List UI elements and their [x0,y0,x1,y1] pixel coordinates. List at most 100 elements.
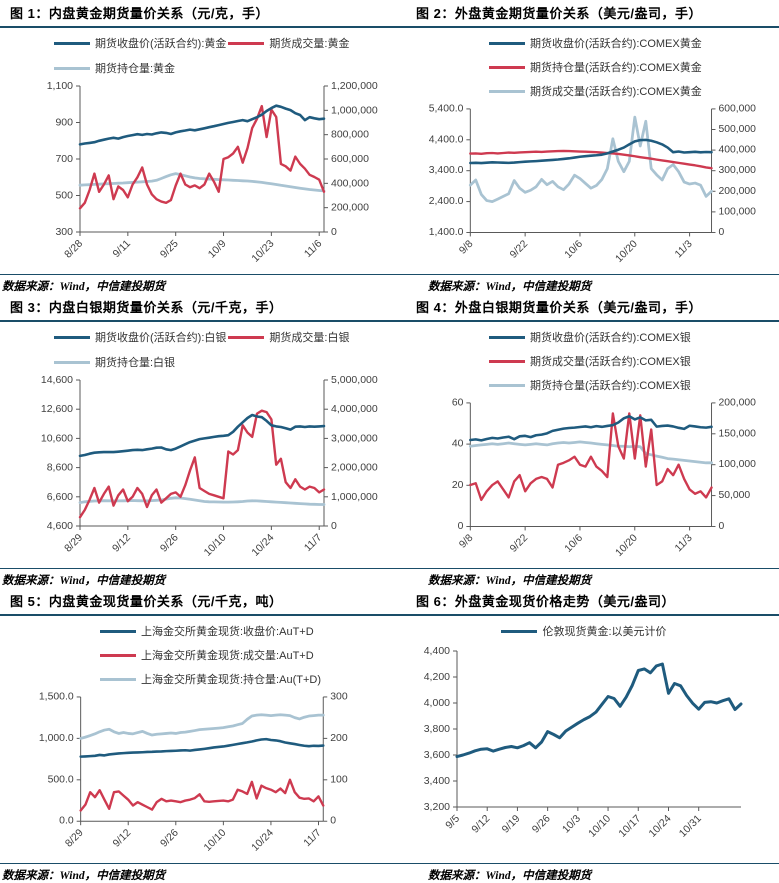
chart-legend: 期货收盘价(活跃合约):COMEX黄金 期货持仓量(活跃合约):COMEX黄金 期货… [489,35,779,99]
legend-item: 期货收盘价(活跃合约):COMEX银 [489,329,779,345]
axis-tick-label: 300,000 [718,165,756,176]
axis-tick-label: 0 [330,816,336,827]
axis-tick-label: 200,000 [718,186,756,197]
chart-canvas: 0.0 500.0 1,000.0 1,500.0 0 100 200 300 8/29 9/12… [38,691,348,853]
axis-tick-label: 700 [55,153,73,165]
axis-tick-label: 50,000 [718,490,750,501]
axis-tick-label: 5,000,000 [331,374,378,386]
title-rule [389,320,779,322]
x-axis-date-label: 9/8 [457,533,475,551]
axis-tick-label: 500 [55,190,73,202]
chart-panel-5: 图 5：内盘黄金现货量价关系（元/千克，吨） 上海金交所黄金现货:收盘价:AuT… [0,588,389,883]
x-axis-date-label: 9/11 [110,238,132,260]
x-axis-date-label: 9/26 [157,532,180,555]
chart-legend: 上海金交所黄金现货:收盘价:AuT+D 上海金交所黄金现货:成交量:AuT+D 上海… [100,623,389,687]
data-source: 数据来源：Wind，中信建投期货 [428,575,592,587]
x-axis-date-label: 10/24 [249,532,276,559]
axis-tick-label: 100 [330,774,348,785]
axis-tick-label: 40 [452,439,464,450]
series-line [455,662,743,759]
source-rule [0,568,389,569]
chart-zone: 上海金交所黄金现货:收盘价:AuT+D 上海金交所黄金现货:成交量:AuT+D 上海… [0,616,389,863]
x-axis-date-label: 9/12 [111,827,133,849]
legend-swatch-line [100,653,136,657]
title-rule [0,26,389,28]
x-axis-date-label: 10/9 [205,238,228,261]
legend-label: 期货持仓量:黄金 [95,63,176,75]
legend-swatch-line [501,629,538,633]
legend-item: 上海金交所黄金现货:持仓量:Au(T+D) [100,671,389,687]
legend-label: 期货收盘价(活跃合约):白银 [95,332,227,344]
axis-tick-label: 200,000 [331,202,369,214]
legend-swatch-line [489,383,525,387]
axis-tick-label: 600,000 [718,103,756,114]
legend-label: 期货成交量(活跃合约):COMEX银 [530,356,691,368]
x-axis-date-label: 10/6 [563,533,585,555]
chart-title: 图 3：内盘白银期货量价关系（元/千克，手） [10,300,283,315]
source-rule [389,568,779,569]
axis-tick-label: 20 [452,480,464,491]
x-axis-date-label: 10/20 [614,239,640,265]
axis-tick-label: 0 [458,521,464,532]
title-rule [389,614,779,616]
legend-swatch-line [228,335,265,339]
x-axis-date-label: 11/6 [301,238,323,260]
chart-zone: 期货收盘价(活跃合约):COMEX黄金 期货持仓量(活跃合约):COMEX黄金 期货… [389,28,779,274]
chart-panel-3: 图 3：内盘白银期货量价关系（元/千克，手） 期货收盘价(活跃合约):白银 期货成… [0,294,389,588]
legend-swatch-line [54,335,90,339]
chart-zone: 伦敦现货黄金:以美元计价 3,200 3,400 3,600 3,800 4,000 4,… [389,616,779,863]
chart-panel-2: 图 2：外盘黄金期货量价关系（美元/盎司，手） 期货收盘价(活跃合约):COME… [389,0,779,294]
series-line [469,149,713,170]
x-axis-date-label: 10/31 [677,813,704,840]
source-rule [0,274,389,275]
legend-label: 期货收盘价(活跃合约):COMEX黄金 [530,38,702,50]
legend-swatch-line [489,335,525,339]
legend-label: 期货持仓量(活跃合约):COMEX银 [530,380,691,392]
x-axis-date-label: 9/19 [500,813,523,836]
x-axis-date-label: 9/12 [110,532,133,555]
series-line [78,172,325,193]
chart-legend: 期货收盘价(活跃合约):黄金 期货成交量:黄金 期货持仓量:黄金 [54,35,359,76]
axis-tick-label: 1,500.0 [38,691,73,702]
axis-tick-label: 5,400.0 [429,103,464,114]
axis-tick-label: 4,600 [46,520,72,532]
series-line [78,409,325,519]
series-line [469,412,713,502]
axis-tick-label: 1,400.0 [429,227,464,238]
legend-label: 上海金交所黄金现货:收盘价:AuT+D [141,626,314,638]
chart-title: 图 1：内盘黄金期货量价关系（元/克，手） [10,6,269,21]
x-axis-date-label: 11/3 [673,533,695,555]
x-axis-date-label: 10/20 [614,533,640,559]
chart-panel-4: 图 4：外盘白银期货量价关系（美元/盎司，手） 期货收盘价(活跃合约):COME… [389,294,779,588]
chart-title: 图 4：外盘白银期货量价关系（美元/盎司，手） [416,300,702,315]
series-line [78,104,325,210]
axis-tick-label: 1,000,000 [331,104,378,116]
legend-item: 期货收盘价(活跃合约):白银 [54,329,226,345]
x-axis-date-label: 8/29 [62,532,85,555]
axis-tick-label: 12,600 [40,403,72,415]
chart-title: 图 5：内盘黄金现货量价关系（元/千克，吨） [10,594,283,609]
legend-item: 期货成交量:黄金 [228,35,349,51]
axis-tick-label: 1,200,000 [331,80,378,92]
axis-tick-label: 2,000,000 [331,462,378,474]
title-rule [0,614,389,616]
legend-swatch-line [100,629,136,633]
x-axis-date-label: 8/29 [63,827,85,849]
x-axis-date-label: 11/7 [301,532,323,554]
x-axis-date-label: 10/17 [616,813,643,840]
axis-tick-label: 300 [55,226,73,238]
legend-item: 伦敦现货黄金:以美元计价 [501,623,667,639]
chart-canvas: 3,200 3,400 3,600 3,800 4,000 4,200 4,400 9/5 9/… [424,645,743,840]
series-line [78,104,325,146]
axis-tick-label: 200,000 [718,397,756,408]
axis-tick-label: 400,000 [718,145,756,156]
series-line [468,440,713,465]
x-axis-date-label: 9/22 [508,239,530,261]
legend-swatch-line [54,41,90,45]
axis-tick-label: 500.0 [47,774,73,785]
legend-label: 期货成交量:黄金 [269,38,350,50]
legend-item: 期货成交量(活跃合约):COMEX黄金 [489,83,779,99]
legend-label: 上海金交所黄金现货:成交量:AuT+D [141,650,314,662]
axis-tick-label: 900 [55,117,73,129]
axis-tick-label: 200 [330,733,348,744]
